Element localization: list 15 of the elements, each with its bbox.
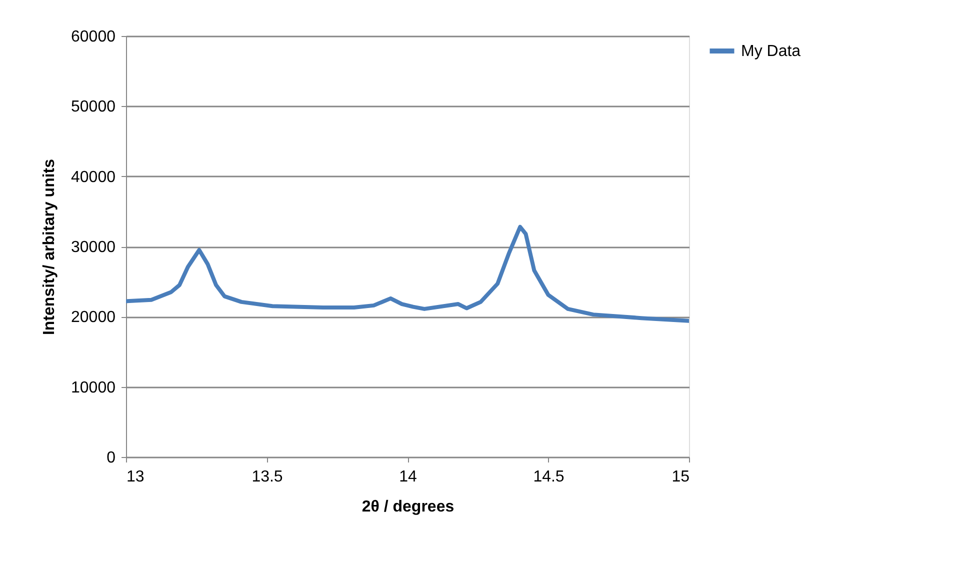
y-tick-label: 60000	[71, 28, 116, 46]
x-tick-label: 14	[399, 468, 417, 486]
x-tick-label: 15	[672, 468, 690, 486]
y-tick-label: 20000	[71, 309, 116, 326]
y-tick-label: 30000	[71, 239, 116, 256]
y-tick-label: 0	[106, 450, 116, 466]
y-axis-title: Intensity/ arbitary units	[41, 158, 58, 336]
y-tick-label: 50000	[71, 98, 116, 116]
x-axis-title: 2θ / degrees	[362, 498, 454, 516]
legend-label: My Data	[741, 43, 801, 60]
y-tick-label: 10000	[71, 379, 116, 396]
y-tick-label: 40000	[71, 168, 116, 186]
x-tick-label: 13	[126, 468, 144, 486]
x-tick-label: 13.5	[252, 468, 283, 486]
x-tick-label: 14.5	[533, 468, 564, 486]
